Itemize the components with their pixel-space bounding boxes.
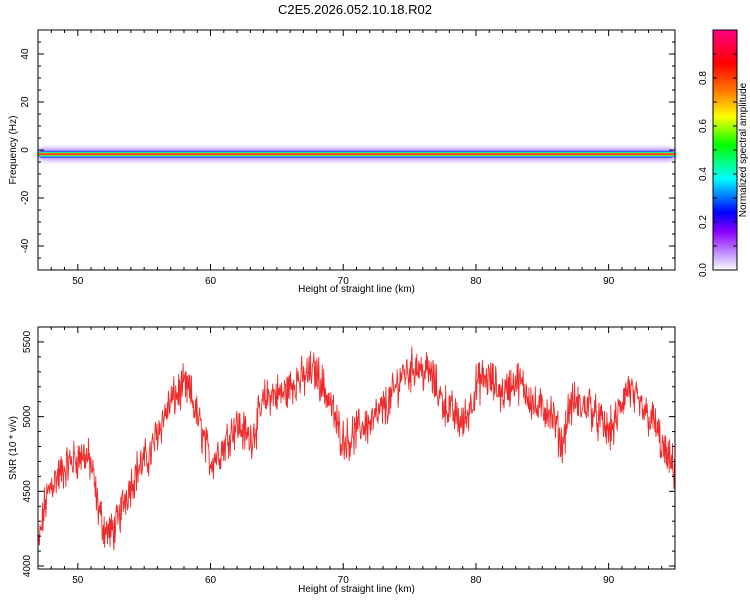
colorbar-tick-label: 0.0 [698, 263, 709, 277]
spectrogram-x-tick-label: 60 [205, 276, 217, 287]
snr-x-tick-label: 80 [470, 575, 482, 586]
spectrogram-y-tick-label: 40 [20, 48, 31, 60]
snr-y-tick-label: 5000 [22, 405, 33, 428]
colorbar: 0.0 0.2 0.4 0.6 0.8 Normalized spectral ampl… [698, 29, 749, 277]
spectrogram-panel: 50 60 70 80 90 -40 -20 0 20 40 Height of straigh… [8, 29, 676, 295]
spectrogram-x-tick-label: 50 [72, 276, 84, 287]
snr-panel: 50 60 70 80 90 4000 4500 5000 5500 Height of st… [8, 326, 676, 595]
spectrogram-x-axis-label: Height of straight line (km) [298, 284, 415, 295]
spectrogram-y-tick-label: -40 [20, 238, 31, 253]
spectrogram-y-tick-label: -20 [20, 190, 31, 205]
spectral-ridge [38, 147, 675, 162]
spectrogram-y-tick-label: 0 [20, 147, 31, 153]
spectrogram-y-axis-label: Frequency (Hz) [8, 116, 19, 185]
snr-x-tick-label: 50 [72, 575, 84, 586]
snr-y-tick-label: 5500 [22, 330, 33, 353]
colorbar-label: Normalized spectral amplitude [738, 82, 749, 217]
spectrogram-x-tick-label: 90 [603, 276, 615, 287]
spectrogram-x-tick-label: 70 [338, 276, 350, 287]
snr-y-axis-label: SNR (10 * v/v) [8, 416, 19, 480]
colorbar-tick-label: 0.6 [698, 119, 709, 133]
snr-series-line [37, 346, 676, 551]
snr-y-tick-label: 4000 [22, 554, 33, 577]
snr-x-tick-label: 70 [338, 575, 350, 586]
spectrogram-x-tick-label: 80 [470, 276, 482, 287]
colorbar-tick-label: 0.2 [698, 215, 709, 229]
snr-background [38, 327, 675, 569]
snr-y-tick-label: 4500 [22, 480, 33, 503]
ridge-band-red [38, 153, 675, 155]
spectrogram-y-tick-label: 20 [20, 96, 31, 108]
snr-x-tick-label: 90 [603, 575, 615, 586]
snr-x-tick-label: 60 [205, 575, 217, 586]
colorbar-tick-label: 0.4 [698, 167, 709, 181]
page-title: C2E5.2026.052.10.18.R02 [278, 2, 432, 17]
snr-x-axis-label: Height of straight line (km) [298, 584, 415, 595]
colorbar-tick-label: 0.8 [698, 71, 709, 85]
